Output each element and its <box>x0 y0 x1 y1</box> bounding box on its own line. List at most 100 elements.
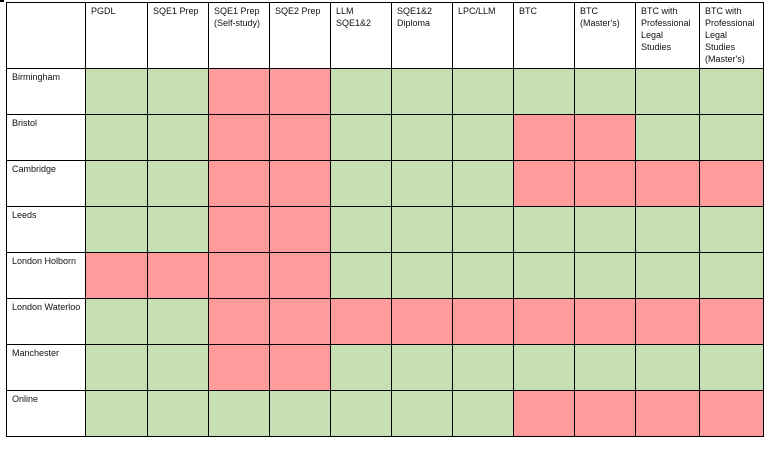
header-row: PGDL SQE1 Prep SQE1 Prep (Self-study) SQE2 … <box>6 2 764 69</box>
unavailable-cell <box>208 344 270 391</box>
row-location-label: Bristol <box>6 114 86 161</box>
available-cell <box>85 68 148 115</box>
unavailable-cell <box>269 68 331 115</box>
unavailable-cell <box>147 252 209 299</box>
unavailable-cell <box>85 252 148 299</box>
unavailable-cell <box>208 252 270 299</box>
available-cell <box>391 390 453 437</box>
available-cell <box>330 160 392 207</box>
column-header: SQE1&2 Diploma <box>391 2 453 69</box>
available-cell <box>452 206 514 253</box>
unavailable-cell <box>513 160 575 207</box>
available-cell <box>85 390 148 437</box>
table-row: Birmingham <box>6 68 764 115</box>
available-cell <box>513 68 575 115</box>
table-row: London Waterloo <box>6 298 764 345</box>
available-cell <box>452 252 514 299</box>
column-header: SQE2 Prep <box>269 2 331 69</box>
available-cell <box>147 68 209 115</box>
available-cell <box>513 344 575 391</box>
available-cell <box>574 68 636 115</box>
table-row: Cambridge <box>6 160 764 207</box>
unavailable-cell <box>699 160 764 207</box>
availability-table: PGDL SQE1 Prep SQE1 Prep (Self-study) SQE2 … <box>6 2 764 437</box>
available-cell <box>513 252 575 299</box>
unavailable-cell <box>574 298 636 345</box>
row-location-label: London Holborn <box>6 252 86 299</box>
available-cell <box>330 114 392 161</box>
table-row: Leeds <box>6 206 764 253</box>
row-location-label: Cambridge <box>6 160 86 207</box>
available-cell <box>635 206 700 253</box>
available-cell <box>574 344 636 391</box>
available-cell <box>330 344 392 391</box>
available-cell <box>85 298 148 345</box>
unavailable-cell <box>574 114 636 161</box>
unavailable-cell <box>269 160 331 207</box>
available-cell <box>635 68 700 115</box>
available-cell <box>330 252 392 299</box>
column-header: PGDL <box>85 2 148 69</box>
unavailable-cell <box>635 160 700 207</box>
column-header: SQE1 Prep <box>147 2 209 69</box>
available-cell <box>699 68 764 115</box>
available-cell <box>635 344 700 391</box>
unavailable-cell <box>269 206 331 253</box>
unavailable-cell <box>513 390 575 437</box>
row-location-label: Online <box>6 390 86 437</box>
column-header: LLM SQE1&2 <box>330 2 392 69</box>
unavailable-cell <box>513 114 575 161</box>
column-header: BTC with Professional Legal Studies <box>635 2 700 69</box>
unavailable-cell <box>208 298 270 345</box>
table-row: Bristol <box>6 114 764 161</box>
table-row: Manchester <box>6 344 764 391</box>
available-cell <box>391 160 453 207</box>
available-cell <box>391 68 453 115</box>
available-cell <box>452 160 514 207</box>
grid-body: Birmingham Bristol Cambridge Leeds London Ho… <box>6 68 764 437</box>
available-cell <box>147 344 209 391</box>
available-cell <box>330 390 392 437</box>
available-cell <box>330 68 392 115</box>
unavailable-cell <box>208 68 270 115</box>
corner-cell <box>6 2 86 69</box>
column-header: BTC <box>513 2 575 69</box>
available-cell <box>85 206 148 253</box>
row-location-label: Manchester <box>6 344 86 391</box>
table-row: Online <box>6 390 764 437</box>
unavailable-cell <box>635 298 700 345</box>
row-location-label: London Waterloo <box>6 298 86 345</box>
column-header: BTC with Professional Legal Studies (Mas… <box>699 2 764 69</box>
column-header: SQE1 Prep (Self-study) <box>208 2 270 69</box>
available-cell <box>452 68 514 115</box>
available-cell <box>85 114 148 161</box>
available-cell <box>391 206 453 253</box>
unavailable-cell <box>699 298 764 345</box>
corner-mark <box>0 0 4 2</box>
available-cell <box>452 344 514 391</box>
unavailable-cell <box>452 298 514 345</box>
row-location-label: Birmingham <box>6 68 86 115</box>
available-cell <box>452 114 514 161</box>
available-cell <box>208 390 270 437</box>
available-cell <box>147 206 209 253</box>
row-location-label: Leeds <box>6 206 86 253</box>
unavailable-cell <box>208 206 270 253</box>
available-cell <box>85 344 148 391</box>
unavailable-cell <box>574 160 636 207</box>
available-cell <box>147 298 209 345</box>
column-header: LPC/LLM <box>452 2 514 69</box>
unavailable-cell <box>391 298 453 345</box>
available-cell <box>574 206 636 253</box>
available-cell <box>635 252 700 299</box>
available-cell <box>391 252 453 299</box>
table-row: London Holborn <box>6 252 764 299</box>
available-cell <box>330 206 392 253</box>
available-cell <box>452 390 514 437</box>
unavailable-cell <box>208 160 270 207</box>
unavailable-cell <box>635 390 700 437</box>
available-cell <box>699 206 764 253</box>
available-cell <box>391 114 453 161</box>
available-cell <box>85 160 148 207</box>
available-cell <box>574 252 636 299</box>
